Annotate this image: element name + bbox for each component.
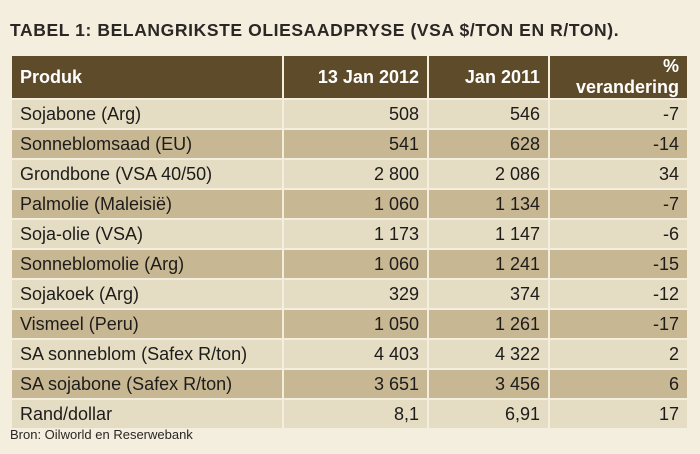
product-cell: Sojabone (Arg) bbox=[12, 99, 284, 130]
jan-2011-cell: 6,91 bbox=[428, 399, 550, 428]
product-cell: Grondbone (VSA 40/50) bbox=[12, 159, 284, 190]
jan-2011-cell: 1 241 bbox=[428, 249, 550, 280]
change-cell: -14 bbox=[549, 129, 687, 160]
jan-2011-cell: 1 261 bbox=[428, 309, 550, 340]
jan-2011-cell: 3 456 bbox=[428, 369, 550, 400]
product-cell: Soja-olie (VSA) bbox=[12, 219, 284, 250]
change-cell: 6 bbox=[549, 369, 687, 400]
change-cell: 17 bbox=[549, 399, 687, 428]
table-row: Palmolie (Maleisië) 1 060 1 134 -7 bbox=[12, 189, 687, 220]
column-header-jan-2011: Jan 2011 bbox=[428, 56, 550, 100]
product-cell: Rand/dollar bbox=[12, 399, 284, 428]
oilseed-price-table: Produk 13 Jan 2012 Jan 2011 % veranderin… bbox=[12, 56, 687, 428]
table-header-row: Produk 13 Jan 2012 Jan 2011 % veranderin… bbox=[12, 56, 687, 100]
change-cell: -15 bbox=[549, 249, 687, 280]
column-header-change: % verandering bbox=[549, 56, 687, 100]
table-title: TABEL 1: BELANGRIKSTE OLIESAADPRYSE (VSA… bbox=[10, 20, 620, 40]
table-row: Soja-olie (VSA) 1 173 1 147 -6 bbox=[12, 219, 687, 250]
jan-2012-cell: 3 651 bbox=[283, 369, 429, 400]
change-cell: 2 bbox=[549, 339, 687, 370]
table-row: SA sojabone (Safex R/ton) 3 651 3 456 6 bbox=[12, 369, 687, 400]
jan-2012-cell: 2 800 bbox=[283, 159, 429, 190]
change-cell: -6 bbox=[549, 219, 687, 250]
table-row: Sojabone (Arg) 508 546 -7 bbox=[12, 99, 687, 130]
change-cell: 34 bbox=[549, 159, 687, 190]
table-row: SA sonneblom (Safex R/ton) 4 403 4 322 2 bbox=[12, 339, 687, 370]
jan-2012-cell: 329 bbox=[283, 279, 429, 310]
jan-2011-cell: 1 147 bbox=[428, 219, 550, 250]
product-cell: Sonneblomsaad (EU) bbox=[12, 129, 284, 160]
change-cell: -7 bbox=[549, 99, 687, 130]
table-row: Sojakoek (Arg) 329 374 -12 bbox=[12, 279, 687, 310]
table-row: Vismeel (Peru) 1 050 1 261 -17 bbox=[12, 309, 687, 340]
jan-2011-cell: 628 bbox=[428, 129, 550, 160]
table-row: Rand/dollar 8,1 6,91 17 bbox=[12, 399, 687, 428]
jan-2012-cell: 8,1 bbox=[283, 399, 429, 428]
source-note: Bron: Oilworld en Reserwebank bbox=[10, 427, 193, 442]
product-cell: Vismeel (Peru) bbox=[12, 309, 284, 340]
table-row: Grondbone (VSA 40/50) 2 800 2 086 34 bbox=[12, 159, 687, 190]
jan-2012-cell: 4 403 bbox=[283, 339, 429, 370]
product-cell: Sonneblomolie (Arg) bbox=[12, 249, 284, 280]
product-cell: Sojakoek (Arg) bbox=[12, 279, 284, 310]
table-row: Sonneblomsaad (EU) 541 628 -14 bbox=[12, 129, 687, 160]
jan-2011-cell: 546 bbox=[428, 99, 550, 130]
product-cell: SA sojabone (Safex R/ton) bbox=[12, 369, 284, 400]
jan-2011-cell: 1 134 bbox=[428, 189, 550, 220]
change-cell: -7 bbox=[549, 189, 687, 220]
column-header-jan-2012: 13 Jan 2012 bbox=[283, 56, 429, 100]
jan-2012-cell: 541 bbox=[283, 129, 429, 160]
change-cell: -12 bbox=[549, 279, 687, 310]
jan-2011-cell: 374 bbox=[428, 279, 550, 310]
jan-2012-cell: 1 060 bbox=[283, 249, 429, 280]
jan-2012-cell: 1 050 bbox=[283, 309, 429, 340]
change-cell: -17 bbox=[549, 309, 687, 340]
product-cell: Palmolie (Maleisië) bbox=[12, 189, 284, 220]
jan-2012-cell: 508 bbox=[283, 99, 429, 130]
jan-2012-cell: 1 060 bbox=[283, 189, 429, 220]
product-cell: SA sonneblom (Safex R/ton) bbox=[12, 339, 284, 370]
jan-2012-cell: 1 173 bbox=[283, 219, 429, 250]
jan-2011-cell: 4 322 bbox=[428, 339, 550, 370]
column-header-product: Produk bbox=[12, 56, 284, 100]
table-row: Sonneblomolie (Arg) 1 060 1 241 -15 bbox=[12, 249, 687, 280]
jan-2011-cell: 2 086 bbox=[428, 159, 550, 190]
